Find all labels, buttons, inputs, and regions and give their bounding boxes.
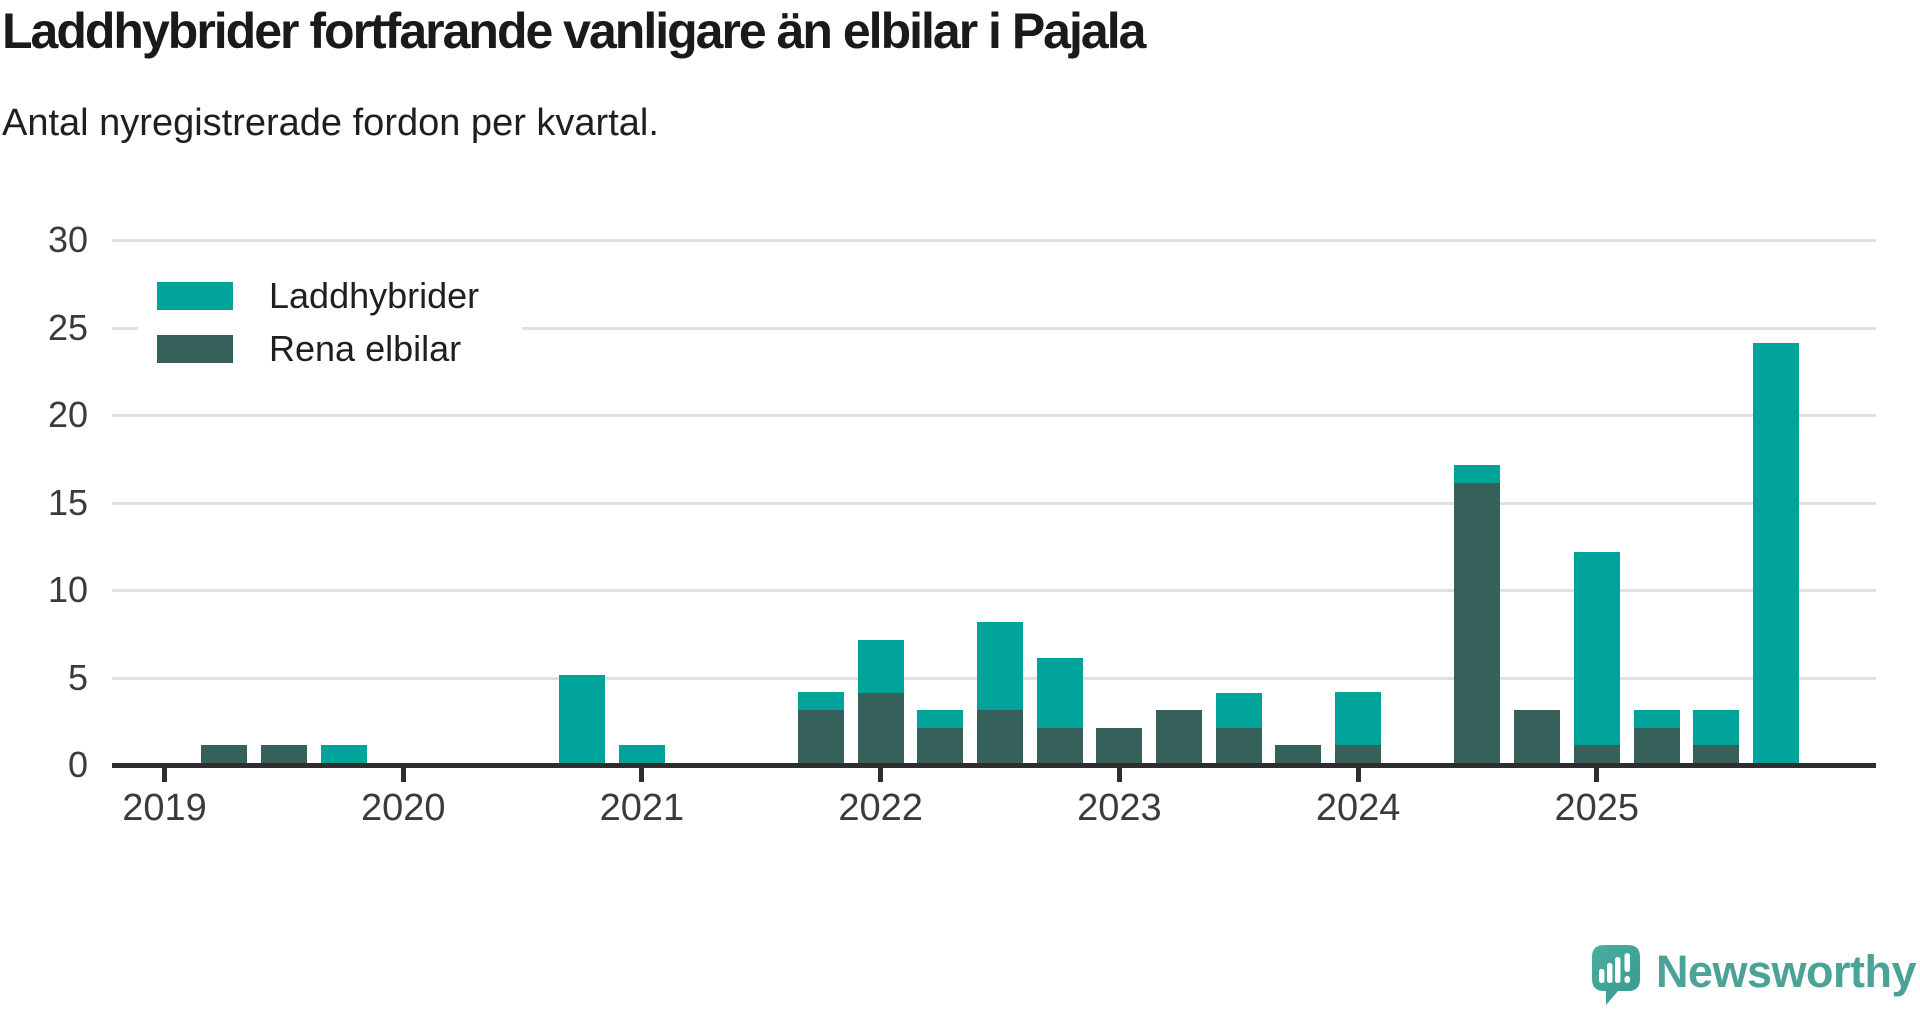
gridline xyxy=(112,239,1876,242)
logo-bar-large xyxy=(1614,957,1621,983)
legend-label-rena-elbilar: Rena elbilar xyxy=(269,328,462,369)
gridline xyxy=(112,326,1876,330)
x-axis-tick-mark xyxy=(878,765,884,782)
bar-segment-laddhybrider xyxy=(1454,465,1500,483)
logo-bar-small xyxy=(1598,969,1605,983)
bar-segment-laddhybrider xyxy=(321,745,367,763)
logo-exclamation-dot xyxy=(1624,976,1630,983)
legend-label-laddhybrider: Laddhybrider xyxy=(269,275,480,316)
bar-segment-rena-elbilar xyxy=(1574,745,1620,763)
bar-segment-rena-elbilar xyxy=(1156,710,1202,763)
bar-segment-laddhybrider xyxy=(1216,693,1262,728)
y-axis-tick-label: 5 xyxy=(67,656,88,698)
bar-segment-laddhybrider xyxy=(977,622,1023,710)
bar-segment-laddhybrider xyxy=(1693,710,1739,745)
bar-segment-rena-elbilar xyxy=(1693,745,1739,763)
bar-segment-laddhybrider xyxy=(858,640,904,693)
bar-segment-rena-elbilar xyxy=(1275,745,1321,763)
x-axis-tick-label: 2019 xyxy=(122,787,207,829)
bar-segment-rena-elbilar xyxy=(1634,728,1680,763)
x-axis-tick-mark xyxy=(1594,765,1600,782)
bar-segment-rena-elbilar xyxy=(1216,728,1262,763)
logo-bar-medium xyxy=(1606,963,1613,983)
bar-segment-laddhybrider xyxy=(798,692,844,710)
bar-segment-laddhybrider xyxy=(917,710,963,728)
y-axis-tick-label: 20 xyxy=(47,394,88,435)
bar-segment-rena-elbilar xyxy=(977,710,1023,763)
page-title: Laddhybrider fortfarande vanligare än el… xyxy=(2,3,1146,59)
x-axis-tick-mark xyxy=(639,765,645,782)
bar-segment-rena-elbilar xyxy=(1454,483,1500,763)
bar-segment-rena-elbilar xyxy=(858,693,904,763)
newsworthy-logo-icon xyxy=(1591,945,1640,1005)
bar-segment-rena-elbilar xyxy=(1335,745,1381,763)
y-axis-tick-label: 25 xyxy=(47,306,88,348)
legend-swatch-laddhybrider xyxy=(157,282,233,310)
x-axis-line xyxy=(112,763,1876,768)
bar-segment-rena-elbilar xyxy=(261,745,307,763)
bar-segment-rena-elbilar xyxy=(1096,728,1142,763)
x-axis-tick-label: 2024 xyxy=(1315,787,1401,829)
gridline xyxy=(112,501,1876,505)
bar-segment-laddhybrider xyxy=(619,745,665,763)
gridline xyxy=(112,589,1876,592)
brand-name: Newsworthy xyxy=(1655,946,1917,997)
gridline xyxy=(112,414,1876,417)
x-axis-tick-label: 2023 xyxy=(1077,787,1162,829)
legend-swatch-rena-elbilar xyxy=(157,335,233,363)
legend-item-laddhybrider: Laddhybrider xyxy=(157,275,479,316)
x-axis-tick-mark xyxy=(400,765,406,782)
bar-segment-rena-elbilar xyxy=(1037,728,1083,763)
y-axis-tick-label: 10 xyxy=(47,569,88,610)
bar-segment-laddhybrider xyxy=(1037,658,1083,728)
legend: Laddhybrider Rena elbilar xyxy=(138,266,522,374)
x-axis-tick-mark xyxy=(1355,765,1361,782)
chart-subtitle: Antal nyregistrerade fordon per kvartal. xyxy=(2,102,659,144)
x-axis-tick-label: 2021 xyxy=(599,787,685,829)
bar-segment-laddhybrider xyxy=(1634,710,1680,728)
x-axis-tick-label: 2020 xyxy=(360,787,446,829)
x-axis-tick-mark xyxy=(1116,765,1122,782)
bar-segment-rena-elbilar xyxy=(798,710,844,763)
y-axis-tick-label: 30 xyxy=(47,219,88,260)
y-axis-tick-label: 0 xyxy=(67,744,88,785)
x-axis-tick-label: 2022 xyxy=(838,787,923,829)
bar-segment-laddhybrider xyxy=(1753,343,1799,763)
x-axis-tick-label: 2025 xyxy=(1554,787,1640,829)
bar-segment-laddhybrider xyxy=(559,675,605,763)
x-axis-tick-mark xyxy=(162,765,167,782)
legend-item-rena-elbilar: Rena elbilar xyxy=(157,328,461,369)
bar-segment-rena-elbilar xyxy=(201,745,247,763)
y-axis-tick-label: 15 xyxy=(47,481,88,523)
bar-segment-rena-elbilar xyxy=(917,728,963,763)
logo-exclamation-stem xyxy=(1624,953,1630,972)
bar-segment-laddhybrider xyxy=(1574,552,1620,745)
bar-segment-laddhybrider xyxy=(1335,692,1381,745)
newsworthy-logo: Newsworthy xyxy=(1591,944,1917,1008)
bar-segment-rena-elbilar xyxy=(1514,710,1560,763)
